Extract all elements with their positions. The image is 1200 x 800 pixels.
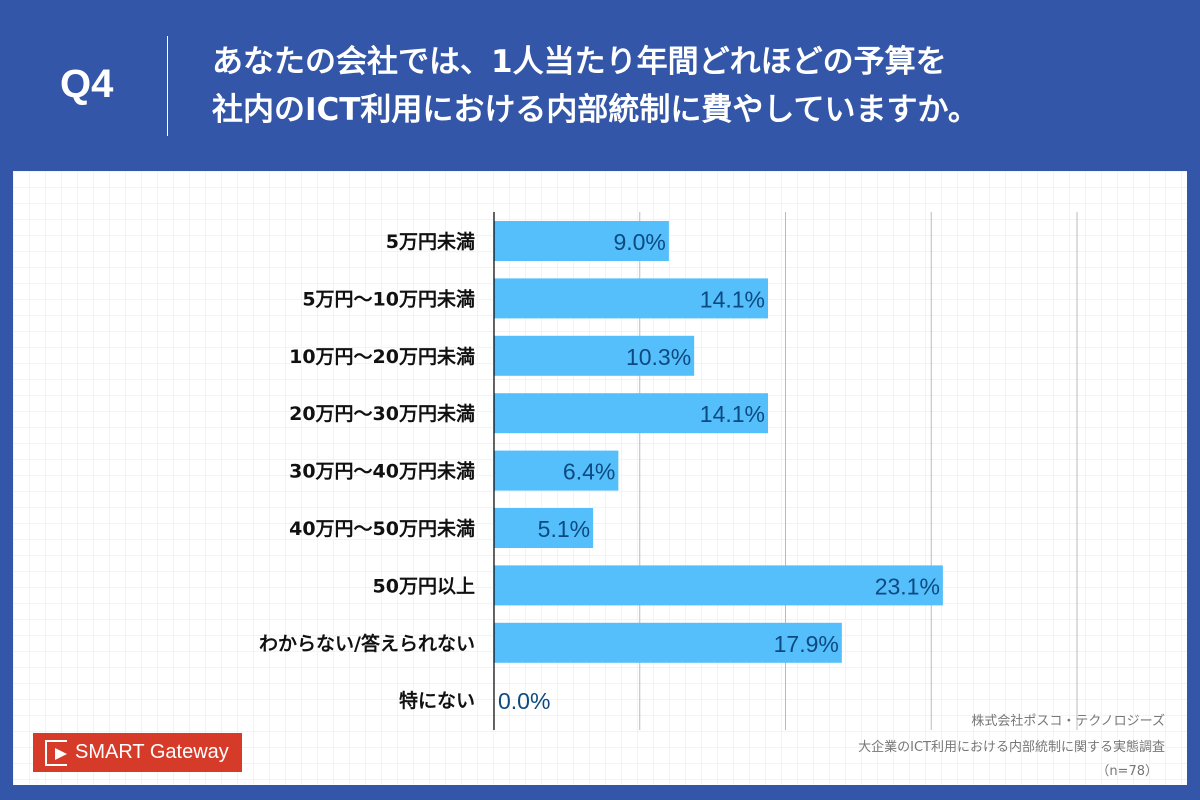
- page-title: あなたの会社では、1人当たり年間どれほどの予算を 社内のICT利用における内部統…: [212, 38, 979, 134]
- title-line-1: あなたの会社では、1人当たり年間どれほどの予算を: [212, 44, 947, 80]
- bar: [494, 508, 594, 548]
- category-label: 20万円〜30万円未満: [289, 402, 475, 425]
- bar: [494, 335, 695, 376]
- data-label: 23.1%: [875, 573, 940, 599]
- source-survey: 大企業のICT利用における内部統制に関する実態調査: [858, 740, 1165, 755]
- bar: [494, 393, 769, 434]
- data-label: 14.1%: [700, 286, 765, 312]
- data-label: 5.1%: [538, 516, 590, 542]
- smart-gateway-logo: SMART Gateway: [33, 733, 242, 772]
- gateway-icon: [45, 739, 67, 766]
- logo-text: SMART Gateway: [75, 741, 229, 763]
- data-label: 14.1%: [700, 401, 765, 427]
- title-line-2: 社内のICT利用における内部統制に費やしていますか。: [212, 92, 979, 128]
- category-label: 50万円以上: [373, 575, 475, 597]
- category-label: 10万円〜20万円未満: [289, 345, 475, 368]
- data-label: 10.3%: [626, 344, 691, 370]
- header-divider: [167, 36, 168, 136]
- bar: [494, 565, 943, 606]
- sample-size: （n=78）: [1096, 764, 1158, 779]
- source-company: 株式会社ポスコ・テクノロジーズ: [971, 714, 1165, 729]
- category-label: 特にない: [399, 690, 475, 712]
- category-label: 40万円〜50万円未満: [289, 517, 475, 540]
- bar: [494, 450, 619, 491]
- category-label: 5万円〜10万円未満: [302, 287, 475, 310]
- bar: [494, 278, 769, 319]
- data-label: 9.0%: [613, 229, 665, 255]
- bar: [494, 622, 842, 663]
- data-label: 17.9%: [774, 631, 839, 657]
- data-label: 0.0%: [498, 688, 550, 714]
- category-label: わからない/答えられない: [259, 632, 475, 655]
- bar: [494, 221, 669, 261]
- category-label: 30万円〜40万円未満: [289, 460, 475, 483]
- category-label: 5万円未満: [386, 230, 475, 253]
- data-label: 6.4%: [563, 459, 615, 485]
- question-number: Q4: [60, 62, 114, 106]
